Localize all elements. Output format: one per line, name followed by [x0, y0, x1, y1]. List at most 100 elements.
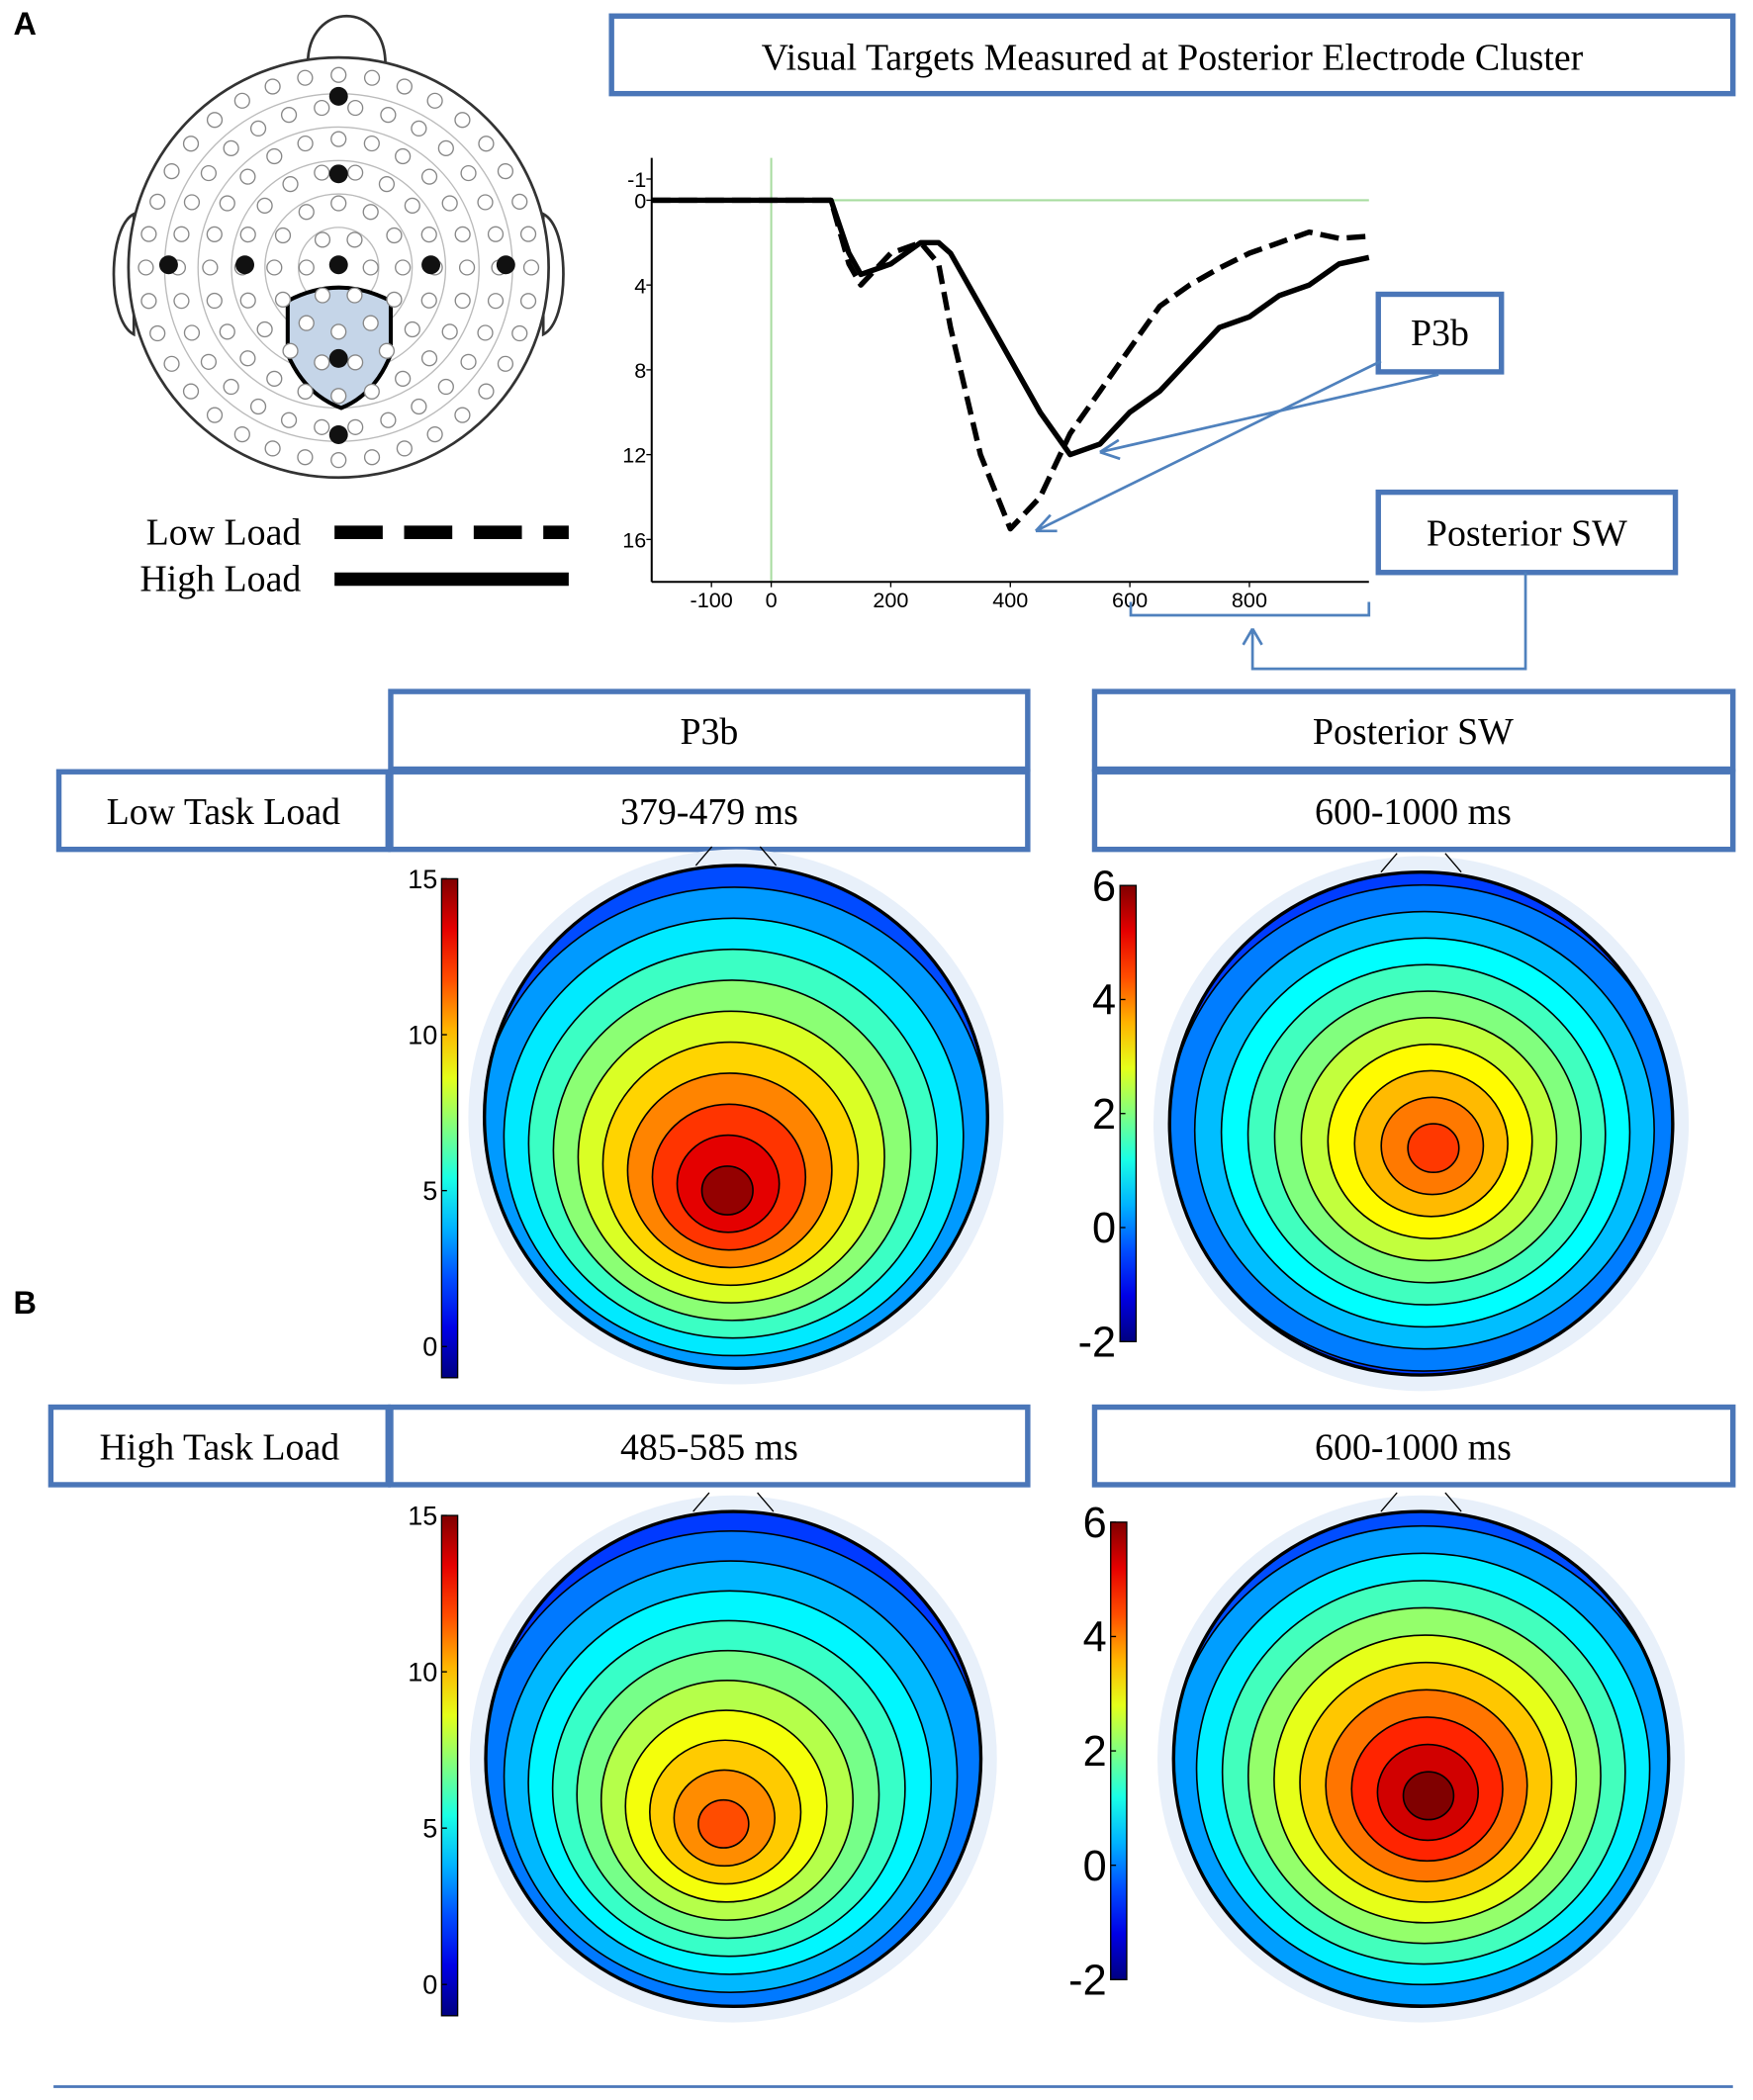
electrode: [182, 136, 200, 152]
nose: [306, 15, 387, 66]
electrode: [497, 355, 514, 372]
electrode: [314, 418, 330, 435]
electrode-reference: [328, 164, 348, 184]
electrode: [454, 112, 471, 129]
y-tick-label: 16: [622, 527, 646, 552]
electrode: [437, 139, 454, 156]
cell: [55, 769, 391, 853]
cell: [388, 769, 1031, 853]
electrode: [522, 259, 540, 276]
electrode: [487, 293, 505, 310]
electrode: [314, 287, 331, 304]
electrode: [363, 69, 381, 86]
electrode: [395, 370, 412, 387]
electrode: [426, 92, 443, 109]
electrode: [460, 353, 477, 370]
colorbar-tick-label: 10: [408, 1658, 437, 1688]
electrode: [362, 259, 379, 276]
cell-text: 379-479 ms: [620, 791, 798, 833]
electrode: [202, 259, 219, 276]
electrode: [239, 168, 256, 185]
electrode: [297, 383, 314, 400]
electrode-reference: [328, 348, 348, 368]
x-tick-label: 200: [873, 588, 908, 612]
bracket-arrow: [1129, 572, 1527, 671]
colorbar-tick-label: 10: [408, 1021, 437, 1050]
topomap: [1173, 1511, 1669, 2007]
colorbar-tick-label: 6: [1092, 863, 1116, 910]
electrode: [396, 78, 413, 95]
electrode: [363, 449, 381, 466]
electrode-map: [112, 15, 565, 480]
electrode: [347, 99, 364, 117]
row-header: High Task Load: [99, 1426, 339, 1468]
electrode: [378, 342, 396, 359]
electrode: [239, 350, 256, 367]
electrode: [266, 147, 283, 165]
electrode: [233, 92, 250, 109]
topomap: [486, 1511, 981, 2007]
electrode: [183, 194, 201, 211]
colorbar-tick-label: 4: [1083, 1614, 1107, 1662]
electrode-reference: [328, 425, 348, 444]
column-header: Posterior SW: [1313, 711, 1514, 753]
electrode: [266, 259, 283, 276]
cell: [1091, 1404, 1736, 1488]
electrode: [264, 440, 281, 457]
electrode: [420, 227, 437, 243]
electrode: [478, 383, 495, 400]
x-tick-label: 0: [766, 588, 778, 612]
electrode: [314, 99, 330, 117]
electrode: [206, 292, 223, 310]
contour: [1407, 1123, 1460, 1174]
colorbar-tick-label: 5: [422, 1814, 437, 1844]
electrode: [386, 291, 403, 309]
x-tick-label: -100: [691, 588, 733, 612]
panel-label: B: [14, 1285, 37, 1321]
electrode: [386, 227, 403, 244]
y-tick-label: 12: [622, 443, 646, 468]
annotation-box: [1375, 489, 1679, 576]
panel-label: A: [14, 6, 37, 42]
electrode: [219, 323, 235, 340]
electrode: [280, 107, 298, 124]
electrode: [460, 164, 477, 182]
electrode: [239, 227, 256, 243]
electrode: [380, 411, 397, 428]
electrode: [298, 204, 315, 221]
electrode: [411, 120, 427, 137]
nose: [692, 1492, 775, 1512]
series-line: [651, 197, 1369, 532]
electrode: [233, 425, 250, 443]
electrode: [511, 324, 528, 342]
electrode: [346, 231, 363, 248]
electrode: [363, 135, 380, 152]
electrode: [297, 135, 314, 152]
electrode: [363, 383, 380, 400]
electrode: [149, 324, 166, 342]
electrode: [404, 320, 420, 338]
electrode: [396, 440, 413, 457]
electrode: [458, 259, 476, 276]
electrode: [239, 292, 256, 309]
colorbar-tick-label: 6: [1083, 1500, 1107, 1547]
electrode: [140, 226, 157, 242]
electrode: [282, 176, 299, 193]
electrode: [511, 193, 528, 210]
electrode: [206, 226, 223, 242]
electrode: [420, 292, 437, 309]
contour: [697, 1798, 750, 1849]
legend-label: High Load: [139, 559, 301, 600]
arrow: [1099, 373, 1439, 461]
y-tick-label: 4: [634, 273, 646, 298]
electrode: [140, 293, 157, 310]
colorbar-tick-label: 4: [1092, 977, 1116, 1025]
electrode: [454, 292, 471, 310]
electrode: [441, 323, 458, 340]
colorbar-tick-label: 15: [408, 865, 437, 894]
topomap: [484, 865, 988, 1369]
electrode: [330, 131, 347, 147]
electrode: [378, 176, 396, 193]
colorbar-tick-label: 5: [422, 1176, 437, 1206]
